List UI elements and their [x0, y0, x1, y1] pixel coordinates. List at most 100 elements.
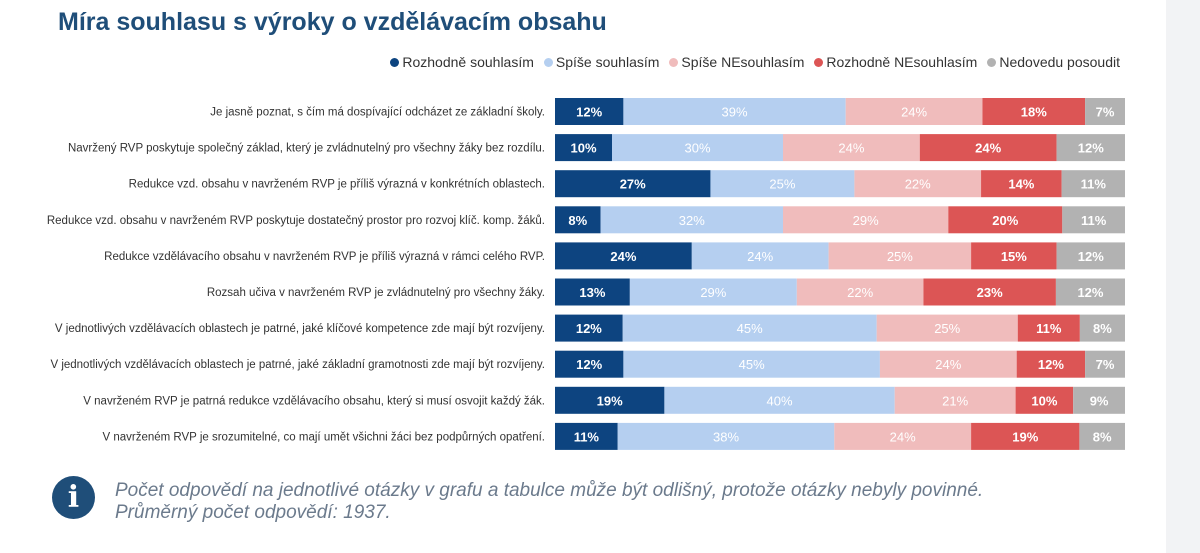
bar-segment [710, 170, 855, 198]
data-label: 29% [853, 213, 879, 228]
bar-segment [664, 386, 895, 414]
data-label: 12% [1077, 285, 1103, 300]
bar-segment [796, 278, 924, 306]
data-label: 13% [579, 285, 605, 300]
bar-segment [1017, 314, 1080, 342]
legend-label: Spíše souhlasím [555, 54, 660, 70]
bar-segment [691, 242, 829, 270]
data-label: 11% [1081, 177, 1107, 192]
bar-segment [555, 386, 665, 414]
info-note: i Počet odpovědí na jednotlivé otázky v … [52, 476, 983, 524]
bar-segment [622, 314, 877, 342]
data-label: 19% [1012, 429, 1038, 444]
data-label: 11% [1081, 213, 1107, 228]
bar-segment [555, 206, 601, 234]
bar-segment [971, 422, 1080, 450]
legend-swatch [543, 57, 553, 67]
data-label: 21% [942, 393, 968, 408]
info-note-line-2: Průměrný počet odpovědí: 1937. [115, 502, 391, 523]
bar-segment [981, 170, 1062, 198]
data-label: 10% [570, 141, 596, 156]
data-label: 8% [1093, 429, 1112, 444]
data-label: 12% [1038, 357, 1064, 372]
legend-label: Rozhodně souhlasím [402, 54, 534, 70]
legend-swatch [669, 57, 679, 67]
stacked-bar-chart: Je jasně poznat, s čím má dospívající od… [47, 98, 1125, 450]
bar-segment [555, 278, 630, 306]
bar-segment [1085, 350, 1125, 378]
data-label: 7% [1096, 105, 1115, 120]
legend-item: Rozhodně NEsouhlasím [814, 54, 977, 70]
data-label: 10% [1031, 393, 1057, 408]
data-label: 12% [576, 321, 602, 336]
data-label: 19% [597, 393, 623, 408]
data-label: 30% [684, 141, 710, 156]
bar-segment [971, 242, 1057, 270]
category-label: V jednotlivých vzdělávacích oblastech je… [50, 359, 545, 371]
data-label: 24% [935, 357, 961, 372]
category-label: V navrženém RVP je srozumitelné, co mají… [102, 431, 545, 443]
data-label: 25% [934, 321, 960, 336]
category-label: Rozsah učiva v navrženém RVP je zvládnut… [207, 287, 545, 299]
bar-segment [555, 422, 618, 450]
data-label: 40% [767, 393, 793, 408]
bar-segment [1079, 422, 1125, 450]
legend-item: Spíše NEsouhlasím [669, 54, 804, 70]
legend-item: Spíše souhlasím [543, 54, 660, 70]
data-label: 23% [977, 285, 1003, 300]
data-label: 45% [739, 357, 765, 372]
bar-segment [555, 98, 624, 125]
category-label: Redukce vzdělávacího obsahu v navrženém … [104, 251, 545, 263]
category-label: V jednotlivých vzdělávacích oblastech je… [55, 323, 545, 335]
bar-segment [555, 242, 692, 270]
bar-segment [623, 98, 846, 125]
bar-segment [1061, 170, 1125, 198]
legend-swatch [814, 57, 824, 67]
data-label: 24% [975, 141, 1001, 156]
legend-label: Rozhodně NEsouhlasím [826, 54, 978, 70]
category-label: Je jasně poznat, s čím má dospívající od… [210, 107, 545, 119]
data-label: 39% [722, 105, 748, 120]
bar-segment [555, 134, 612, 162]
data-label: 25% [769, 177, 795, 192]
data-label: 8% [1093, 321, 1112, 336]
data-label: 24% [838, 141, 864, 156]
data-label: 20% [992, 213, 1018, 228]
info-note-line-1: Počet odpovědí na jednotlivé otázky v gr… [115, 480, 984, 501]
data-label: 15% [1001, 249, 1027, 264]
legend-item: Nedovedu posoudit [987, 54, 1120, 70]
bar-segment [1079, 314, 1125, 342]
data-label: 24% [747, 249, 773, 264]
data-label: 7% [1096, 357, 1115, 372]
bar-segment [783, 206, 949, 234]
data-label: 14% [1008, 177, 1034, 192]
bar-segment [894, 386, 1016, 414]
bar-segment [854, 170, 982, 198]
category-label: Redukce vzd. obsahu v navrženém RVP posk… [47, 215, 545, 227]
data-label: 12% [576, 105, 602, 120]
bar-segment [783, 134, 920, 162]
data-label: 24% [901, 105, 927, 120]
data-label: 45% [737, 321, 763, 336]
info-icon: i [52, 476, 95, 519]
data-label: 32% [679, 213, 705, 228]
info-note-text: Počet odpovědí na jednotlivé otázky v gr… [115, 476, 983, 524]
bar-segment [1016, 350, 1086, 378]
legend-swatch [987, 57, 997, 67]
bar-segment [879, 350, 1017, 378]
bar-segment [555, 170, 711, 198]
data-label: 24% [890, 429, 916, 444]
bar-segment [555, 350, 624, 378]
data-label: 29% [700, 285, 726, 300]
bar-segment [982, 98, 1086, 125]
bar-segment [629, 278, 797, 306]
data-label: 25% [887, 249, 913, 264]
category-label: Navržený RVP poskytuje společný základ, … [68, 143, 545, 155]
page-title: Míra souhlasu s výroky o vzdělávacím obs… [58, 8, 607, 36]
data-label: 11% [1036, 321, 1062, 336]
bar-segment [1015, 386, 1074, 414]
legend-label: Spíše NEsouhlasím [681, 54, 805, 70]
bar-segment [612, 134, 783, 162]
bar-segment [948, 206, 1063, 234]
data-label: 9% [1090, 393, 1109, 408]
